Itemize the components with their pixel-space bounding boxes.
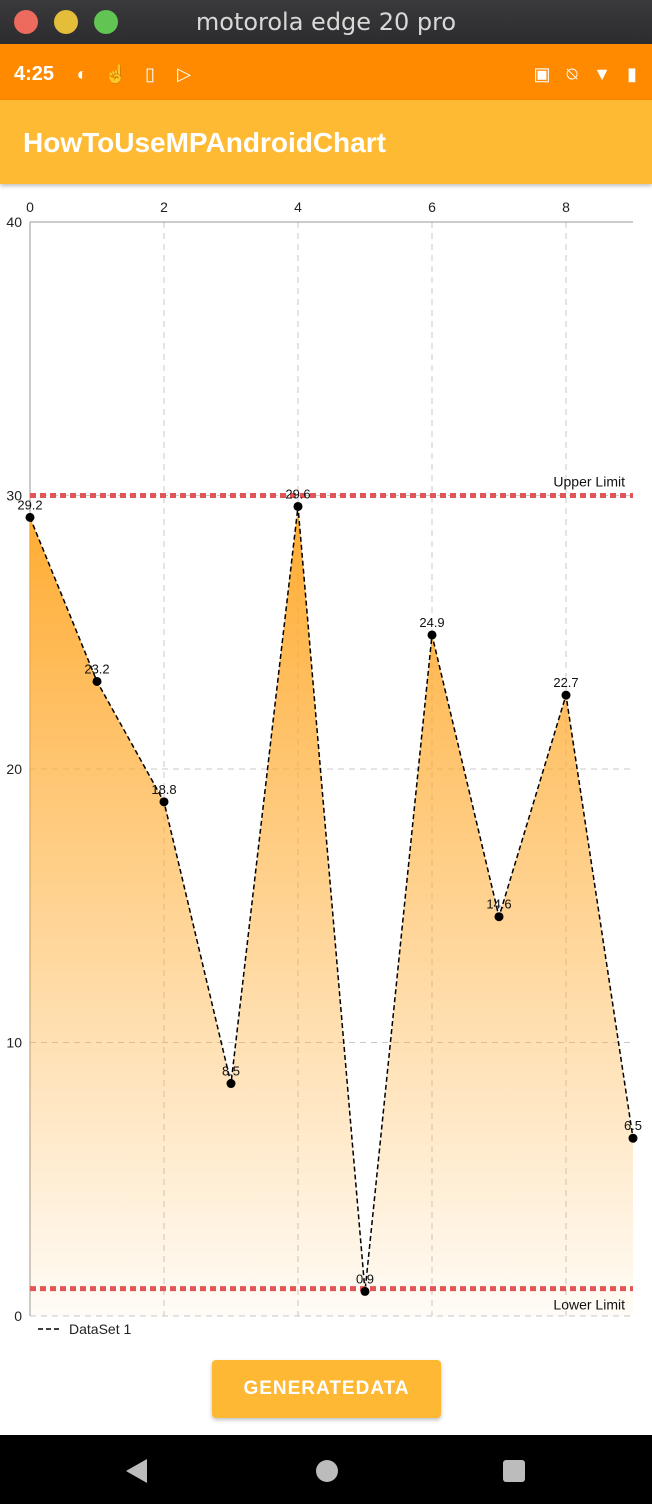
series-area — [30, 506, 633, 1316]
window-title: motorola edge 20 pro — [195, 8, 457, 36]
touch-icon: ☝ — [104, 64, 128, 84]
y-tick-label: 40 — [6, 214, 22, 230]
data-label: 23.2 — [84, 661, 109, 676]
data-point[interactable] — [159, 797, 169, 807]
close-window-button[interactable] — [14, 10, 38, 34]
data-label: 14.6 — [486, 897, 511, 912]
data-point[interactable] — [628, 1133, 638, 1143]
data-point[interactable] — [427, 630, 437, 640]
nfc-icon: ▣ — [533, 64, 551, 84]
data-point[interactable] — [293, 501, 303, 511]
maximize-window-button[interactable] — [94, 10, 118, 34]
data-label: 6.5 — [624, 1118, 642, 1133]
y-tick-label: 10 — [6, 1035, 22, 1051]
x-tick-label: 2 — [160, 199, 168, 215]
data-point[interactable] — [360, 1286, 370, 1296]
mute-icon: ⍉ — [566, 64, 578, 84]
page-title: HowToUseMPAndroidChart — [23, 127, 386, 158]
limit-line-label: Upper Limit — [553, 474, 625, 490]
back-icon[interactable] — [126, 1459, 147, 1483]
data-point[interactable] — [25, 512, 35, 522]
generate-data-button[interactable]: GENERATEDATA — [212, 1360, 441, 1418]
data-point[interactable] — [226, 1079, 236, 1089]
y-tick-label: 20 — [6, 761, 22, 777]
data-label: 24.9 — [419, 615, 444, 630]
limit-line-label: Lower Limit — [553, 1297, 625, 1313]
battery-icon: ▮ — [627, 64, 637, 84]
line-chart[interactable]: 0 2 4 6 8 0 10 20 30 40 Upper Limit Lower Limit 29.2… — [0, 190, 652, 1350]
data-label: 29.2 — [17, 497, 42, 512]
data-label: 29.6 — [285, 486, 310, 501]
series-line — [29, 506, 634, 1292]
x-tick-label: 4 — [294, 199, 302, 215]
navigation-bar — [0, 1435, 652, 1504]
wifi-icon: ▼ — [593, 64, 611, 84]
play-store-icon: ▷ — [177, 64, 191, 84]
data-label: 18.8 — [151, 782, 176, 797]
circle-half-icon: ◐ — [76, 64, 88, 84]
minimize-window-button[interactable] — [54, 10, 78, 34]
sim-icon: ▯ — [145, 64, 155, 84]
data-label: 0.9 — [356, 1271, 374, 1286]
data-label: 22.7 — [553, 675, 578, 690]
x-tick-label: 0 — [26, 199, 34, 215]
x-tick-label: 8 — [562, 199, 570, 215]
window-titlebar: motorola edge 20 pro — [0, 0, 652, 45]
legend-label: DataSet 1 — [69, 1321, 131, 1337]
data-point[interactable] — [494, 912, 504, 922]
recents-icon[interactable] — [503, 1460, 525, 1482]
x-tick-label: 6 — [428, 199, 436, 215]
status-time: 4:25 — [14, 63, 55, 85]
data-point[interactable] — [561, 690, 571, 700]
data-label: 8.5 — [222, 1064, 240, 1079]
data-point[interactable] — [92, 676, 102, 686]
home-icon[interactable] — [316, 1460, 338, 1482]
status-bar: 4:25 ◐ ☝ ▯ ▷ ▣ ⍉ ▼ ▮ — [0, 44, 652, 100]
y-tick-label: 0 — [14, 1308, 22, 1324]
app-bar: HowToUseMPAndroidChart — [0, 100, 652, 184]
y-tick-label: 30 — [6, 488, 22, 504]
